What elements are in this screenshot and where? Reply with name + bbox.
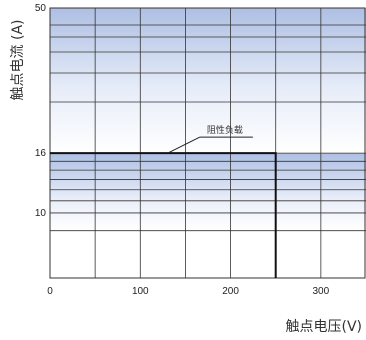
plot-frame xyxy=(49,7,366,279)
x-tick-label: 0 xyxy=(47,286,53,297)
x-tick-labels: 0 100 200 300 xyxy=(47,286,329,297)
y-axis-label: 触点电流 (A) xyxy=(10,20,26,101)
y-tick-label: 50 xyxy=(35,3,47,14)
y-tick-label: 10 xyxy=(35,208,47,219)
y-tick-label: 16 xyxy=(35,148,47,159)
x-axis-label: 触点电压(V) xyxy=(285,319,362,335)
annotation-label: 阻性负载 xyxy=(207,124,243,136)
x-tick-label: 200 xyxy=(222,286,239,297)
series-layer xyxy=(50,152,277,278)
band-lower xyxy=(50,230,366,278)
annotation-layer: 阻性负载 xyxy=(167,124,253,154)
x-tick-label: 100 xyxy=(132,286,149,297)
plot-background-bands xyxy=(50,8,366,278)
x-tick-label: 300 xyxy=(313,286,330,297)
series-line-resistive-load xyxy=(50,152,277,278)
y-tick-labels: 10 16 50 xyxy=(35,3,47,219)
band-middle xyxy=(50,153,366,231)
grid xyxy=(50,8,366,278)
annotation-leader-line xyxy=(167,136,201,154)
band-upper xyxy=(50,8,366,154)
